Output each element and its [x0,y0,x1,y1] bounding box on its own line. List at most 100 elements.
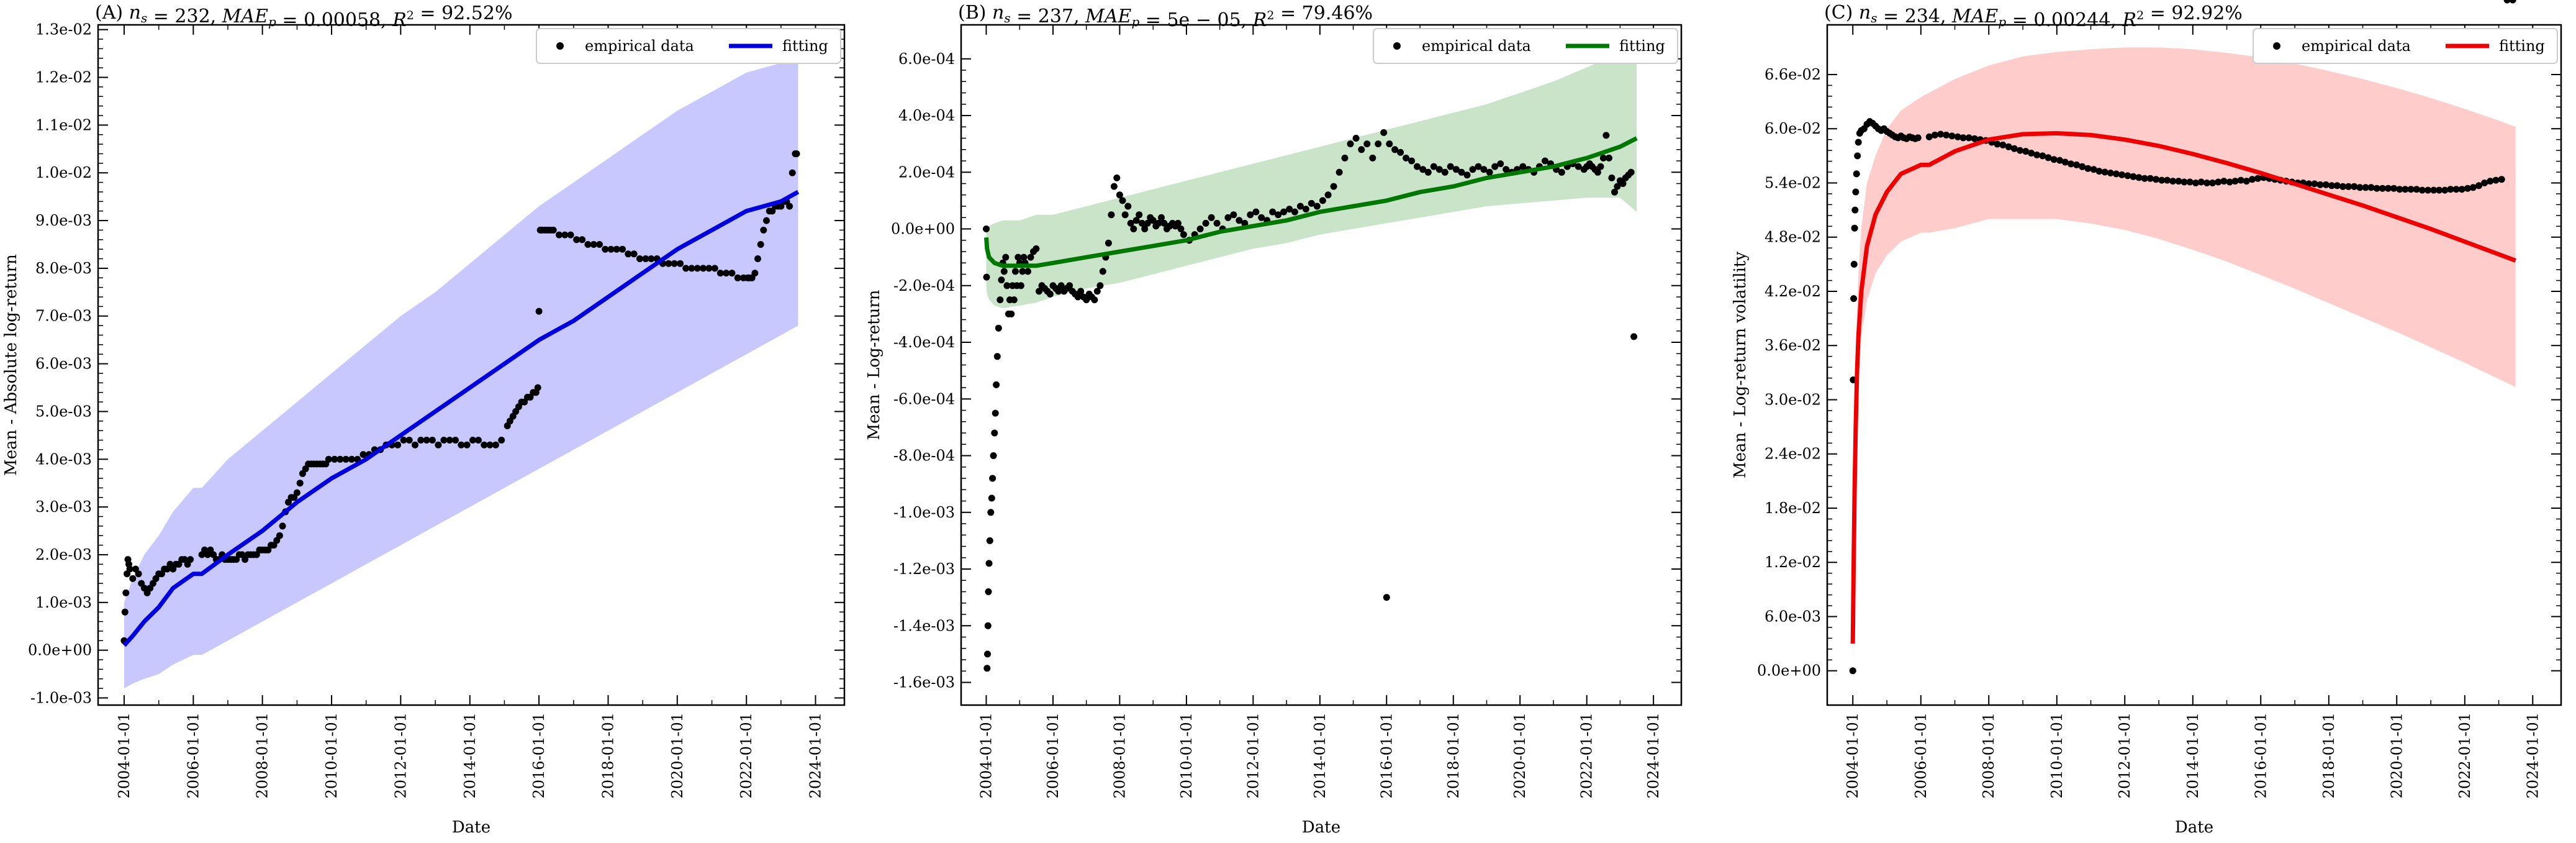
empirical-point [1230,211,1237,219]
empirical-point [983,273,990,281]
empirical-point [1606,154,1612,162]
empirical-point [1408,157,1416,165]
x-tick-label: 2006-01-01 [1912,713,1930,798]
x-tick-label: 2018-01-01 [600,713,617,798]
empirical-point [2226,178,2233,186]
empirical-point [1024,268,1031,275]
x-tick-label: 2010-01-01 [1178,713,1195,798]
y-tick-label: 4.0e-04 [898,107,955,124]
empirical-point [1046,290,1054,298]
empirical-point [2469,184,2477,191]
empirical-point [423,437,430,444]
y-tick-label: 1.3e-02 [35,21,92,39]
empirical-point [2028,150,2035,157]
y-tick-label: 2.4e-02 [1765,445,1821,463]
empirical-point [1083,296,1090,304]
empirical-point [1965,134,1973,142]
empirical-point [1127,219,1134,227]
empirical-point [985,560,993,567]
empirical-point [1458,168,1465,176]
empirical-point [2452,186,2460,193]
chart-panel-1: -1.0e-03 0.0e+00 1.0e-03 2.0e-03 3.0e-03 4.0e… [2,2,846,837]
empirical-point [1430,163,1437,170]
x-tick-label: 2018-01-01 [2320,713,2338,798]
empirical-point [1138,219,1146,227]
empirical-point [342,455,350,463]
axes-frame [97,24,846,706]
x-tick-label: 2008-01-01 [1980,713,1997,798]
fitting-line [122,189,800,647]
empirical-point [1611,188,1618,196]
x-tick-label: 2004-01-01 [115,713,133,798]
empirical-point [293,489,301,496]
x-tick-label: 2020-01-01 [2388,713,2405,798]
empirical-point [2158,176,2166,184]
empirical-point [2464,185,2471,192]
empirical-point [2425,186,2431,194]
empirical-point [129,575,137,582]
empirical-point [440,437,448,444]
empirical-point [2135,174,2143,181]
empirical-point [2487,178,2494,185]
empirical-point [985,588,992,595]
empirical-point [135,570,142,578]
empirical-point [596,241,603,248]
legend-dot-marker [2273,42,2280,50]
empirical-point [2385,185,2392,192]
empirical-point [486,441,494,449]
empirical-point [2311,180,2318,188]
empirical-point [458,441,465,449]
empirical-point [2197,178,2205,186]
empirical-point [2254,175,2262,182]
x-tick-label: 2012-01-01 [2116,713,2133,798]
empirical-point [1247,211,1254,219]
empirical-point [2169,178,2177,185]
empirical-point [1291,208,1298,216]
empirical-point [1019,268,1026,275]
empirical-point [1324,191,1332,199]
empirical-point [1971,135,1978,142]
empirical-point [757,241,764,248]
y-axis-label: Mean - Absolute log-return [2,254,20,476]
empirical-point [1124,203,1132,210]
empirical-point [983,665,991,672]
empirical-point [2498,176,2505,183]
empirical-point [1486,168,1493,176]
empirical-point [991,429,998,437]
empirical-point [1599,154,1607,162]
empirical-point [990,452,997,459]
empirical-point [331,455,338,463]
empirical-point [1397,148,1404,156]
empirical-point [1011,268,1019,275]
empirical-point [325,455,332,463]
x-tick-label: 2024-01-01 [1645,713,1662,798]
empirical-point [997,296,1004,304]
empirical-point [2379,185,2386,192]
empirical-point [2333,182,2341,189]
empirical-point [1335,168,1343,176]
empirical-point [1180,231,1187,239]
empirical-point [584,241,592,248]
legend: empirical data fitting [536,28,841,64]
empirical-point [1855,139,1862,146]
empirical-point [2237,176,2244,184]
empirical-point [2316,181,2324,188]
empirical-point [279,522,286,530]
empirical-point [688,265,695,272]
x-tick-label: 2024-01-01 [2524,713,2541,798]
empirical-point [1286,206,1293,213]
empirical-point [1447,163,1454,170]
empirical-point [789,169,796,176]
x-tick-label: 2010-01-01 [2048,713,2066,798]
y-tick-label: 6.6e-02 [1765,66,1821,83]
empirical-point [1959,134,1967,142]
empirical-point [2186,178,2194,186]
empirical-point [1851,206,1859,214]
empirical-point [2215,178,2222,186]
empirical-point [2509,0,2516,4]
empirical-point [2436,186,2443,194]
empirical-point [2130,173,2137,180]
empirical-point [2061,158,2069,166]
empirical-point [1925,133,1933,140]
empirical-point [1403,154,1410,162]
